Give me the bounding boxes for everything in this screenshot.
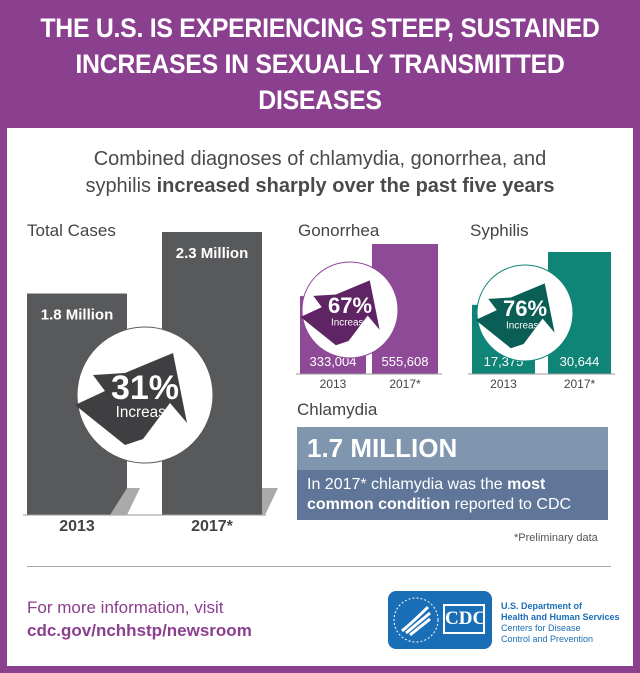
cdc-line-2: Control and Prevention — [501, 634, 594, 644]
chlamydia-text-1: In 2017* chlamydia was the — [307, 476, 508, 493]
divider — [27, 566, 611, 567]
chlamydia-bold-2: common condition — [307, 496, 451, 513]
value-label: 2.3 Million — [176, 245, 249, 262]
increase-label: Increase — [331, 318, 369, 329]
more-info: For more information, visit cdc.gov/nchh… — [27, 596, 252, 642]
header-title: THE U.S. IS EXPERIENCING STEEP, SUSTAINE… — [26, 0, 615, 128]
chlamydia-value: 1.7 MILLION — [297, 427, 608, 470]
hhs-line-2: Health and Human Services — [501, 612, 620, 622]
hhs-line-1: U.S. Department of — [501, 601, 583, 611]
subtitle-plain: syphilis — [85, 175, 157, 197]
value-label: 30,644 — [560, 354, 600, 369]
chlamydia-title: Chlamydia — [297, 400, 378, 419]
chart-title: Gonorrhea — [298, 221, 380, 240]
hhs-text: U.S. Department of Health and Human Serv… — [501, 601, 620, 645]
chlamydia-bold-1: most — [507, 476, 546, 493]
year-label: 2017* — [191, 518, 234, 535]
year-label: 2017* — [564, 377, 596, 391]
cdc-line-1: Centers for Disease — [501, 623, 581, 633]
title-line-2: INCREASES IN SEXUALLY TRANSMITTED DISEAS… — [75, 49, 565, 115]
percent-increase: 67% — [328, 293, 372, 318]
bar-shadow — [262, 488, 278, 515]
subtitle-bold: increased sharply over the past five yea… — [156, 175, 555, 197]
chlamydia-text-2: reported to CDC — [450, 496, 572, 513]
chlamydia-text: In 2017* chlamydia was the most common co… — [297, 470, 608, 520]
chlamydia-box: 1.7 MILLION In 2017* chlamydia was the m… — [297, 427, 608, 520]
year-label: 2017* — [389, 377, 421, 391]
title-line-1: THE U.S. IS EXPERIENCING STEEP, SUSTAINE… — [40, 13, 600, 43]
arrow-up-right-icon — [75, 353, 187, 445]
subtitle-line-1: Combined diagnoses of chlamydia, gonorrh… — [93, 148, 547, 170]
arrow-up-right-icon — [300, 280, 380, 346]
chart-title: Total Cases — [27, 221, 116, 240]
year-label: 2013 — [59, 518, 95, 535]
preliminary-note: *Preliminary data — [514, 532, 598, 544]
value-label: 555,608 — [382, 354, 429, 369]
increase-label: Increase — [116, 404, 175, 421]
cdc-logo: CDC — [443, 604, 486, 634]
year-label: 2013 — [490, 377, 517, 391]
year-label: 2013 — [320, 377, 347, 391]
arrow-up-right-icon — [475, 283, 555, 349]
eagle-icon — [393, 597, 439, 643]
bar-shadow — [110, 488, 140, 515]
percent-increase: 31% — [111, 369, 179, 407]
increase-label: Increase — [506, 321, 544, 332]
more-info-text: For more information, visit — [27, 598, 224, 617]
value-label: 1.8 Million — [41, 307, 114, 324]
subtitle-line-2: syphilis increased sharply over the past… — [0, 173, 640, 200]
chart-title: Syphilis — [470, 221, 529, 240]
newsroom-link[interactable]: cdc.gov/nchhstp/newsroom — [27, 621, 252, 640]
hhs-eagle-logo — [388, 591, 492, 649]
percent-increase: 76% — [503, 296, 547, 321]
subtitle: Combined diagnoses of chlamydia, gonorrh… — [0, 146, 640, 200]
